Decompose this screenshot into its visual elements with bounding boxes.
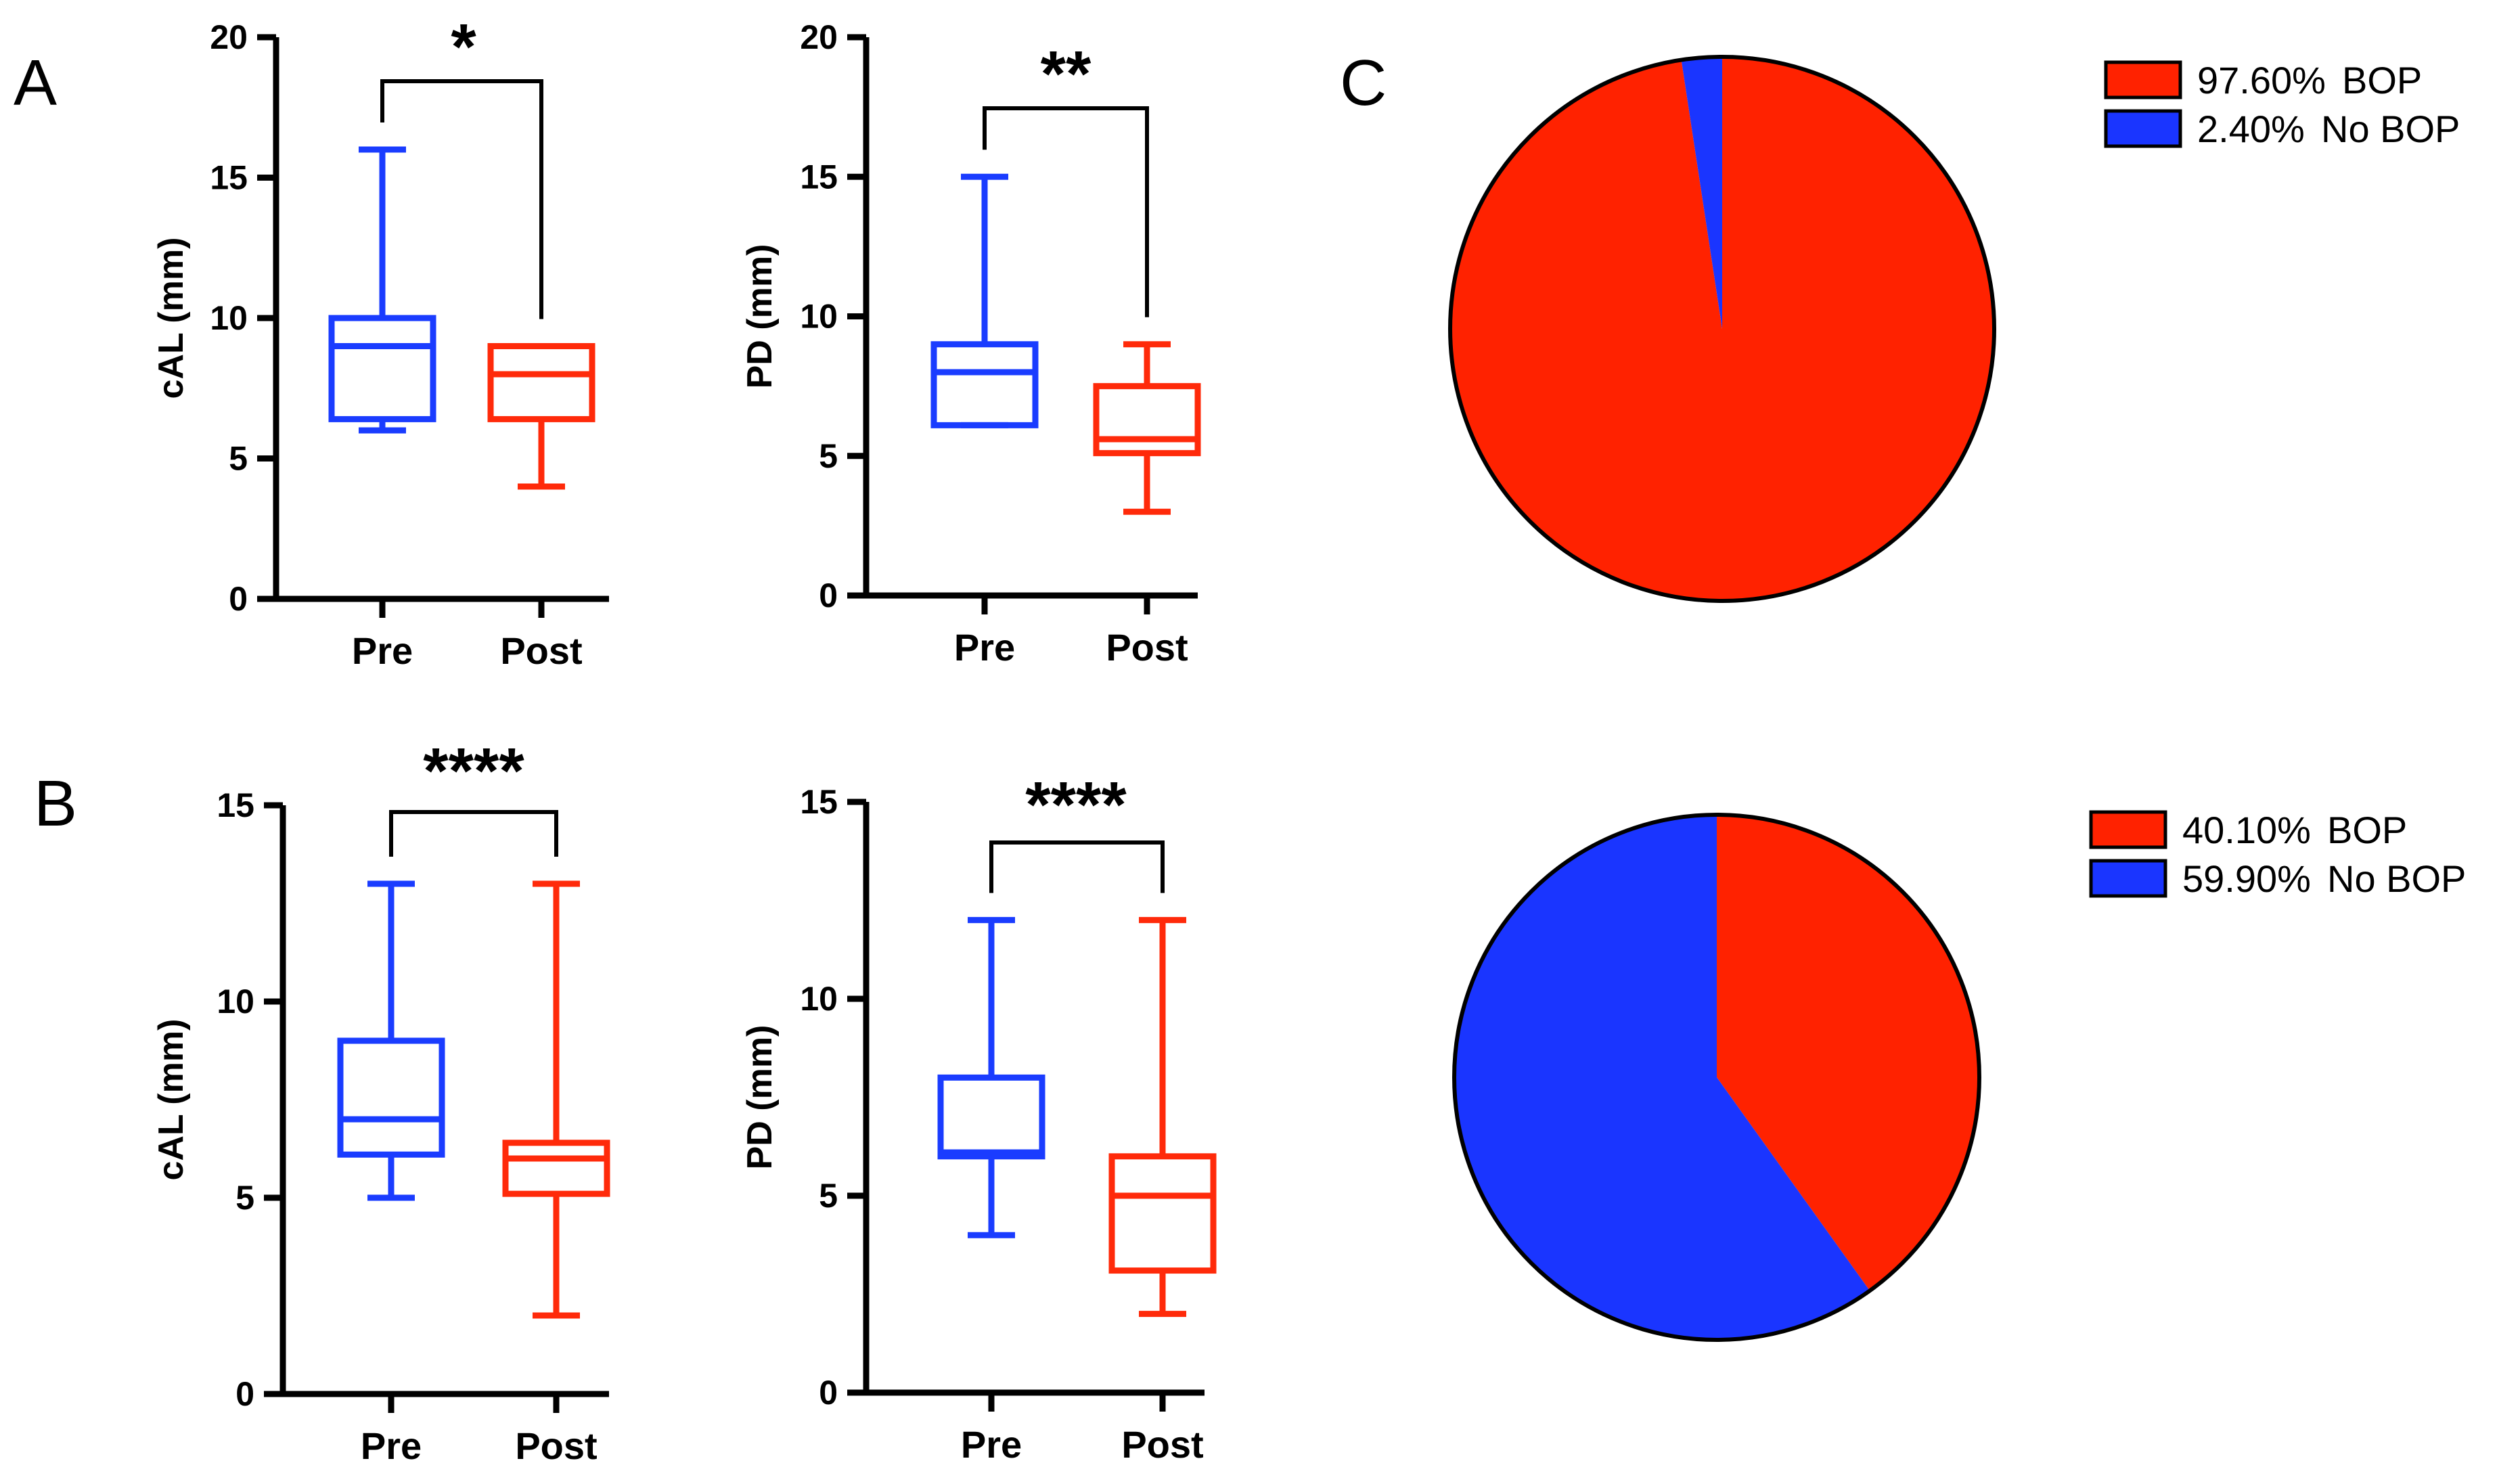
pie-slice-no-bop bbox=[1454, 814, 1870, 1340]
y-tick-label: 20 bbox=[800, 18, 838, 56]
box-iqr bbox=[930, 341, 1039, 428]
y-tick-label: 10 bbox=[217, 983, 254, 1020]
box-iqr bbox=[1108, 1153, 1217, 1274]
y-axis-label: PD (mm) bbox=[740, 1025, 780, 1170]
y-tick-label: 5 bbox=[819, 1177, 838, 1215]
panel-label-c: C bbox=[1340, 47, 1387, 119]
y-tick-label: 15 bbox=[800, 783, 838, 821]
x-tick-label: Pre bbox=[954, 626, 1015, 669]
x-tick-label: Pre bbox=[361, 1424, 422, 1467]
y-axis-label: PD (mm) bbox=[740, 244, 780, 389]
box-iqr bbox=[487, 343, 595, 422]
y-tick-label: 15 bbox=[800, 158, 838, 196]
y-axis-label: cAL (mm) bbox=[152, 238, 191, 399]
pie-slice-bop bbox=[1717, 815, 1979, 1291]
box-plot-b-cal: 0 5 10 15 cAL (mm) Pre Post **** bbox=[152, 735, 610, 1467]
legend-swatch bbox=[2104, 60, 2182, 99]
y-tick-label: 0 bbox=[235, 1375, 254, 1413]
y-tick-label: 10 bbox=[800, 980, 838, 1018]
y-tick-label: 5 bbox=[819, 437, 838, 475]
significance-bracket bbox=[989, 840, 1165, 893]
y-tick-label: 0 bbox=[819, 577, 838, 614]
pie-outline bbox=[1452, 813, 1981, 1342]
y-tick-label: 20 bbox=[210, 18, 248, 56]
box-iqr bbox=[937, 1074, 1045, 1160]
legend-swatch bbox=[2089, 859, 2167, 898]
significance-label: **** bbox=[1025, 769, 1127, 841]
box-iqr bbox=[337, 1037, 445, 1158]
legend-percent: 59.90% bbox=[2182, 857, 2311, 900]
significance-label: ** bbox=[1041, 38, 1092, 110]
y-tick-label: 5 bbox=[229, 440, 248, 478]
legend-swatch bbox=[2104, 109, 2182, 148]
x-tick-label: Post bbox=[500, 629, 582, 672]
legend-percent: 2.40% bbox=[2197, 108, 2305, 150]
pie-chart-bottom: 40.10% BOP 59.90% No BOP bbox=[1452, 809, 2466, 1342]
pie-outline bbox=[1448, 55, 1996, 603]
y-axis-label: cAL (mm) bbox=[152, 1019, 191, 1181]
legend-swatch bbox=[2089, 810, 2167, 849]
panel-label-b: B bbox=[34, 767, 77, 840]
legend-label: BOP bbox=[2342, 59, 2422, 102]
panel-label-a: A bbox=[14, 47, 57, 119]
y-tick-label: 0 bbox=[819, 1374, 838, 1412]
significance-bracket bbox=[983, 106, 1149, 317]
y-tick-label: 10 bbox=[210, 299, 248, 337]
significance-bracket bbox=[389, 810, 558, 857]
pie-slice-no-bop bbox=[1681, 57, 1722, 329]
legend-label: No BOP bbox=[2321, 108, 2460, 150]
pie-slice-bop bbox=[1450, 57, 1994, 602]
legend-label: BOP bbox=[2327, 809, 2407, 851]
box-iqr bbox=[1093, 383, 1201, 457]
y-tick-label: 5 bbox=[235, 1179, 254, 1217]
legend-percent: 40.10% bbox=[2182, 809, 2311, 851]
x-tick-label: Post bbox=[1106, 626, 1188, 669]
x-tick-label: Pre bbox=[352, 629, 413, 672]
significance-label: **** bbox=[423, 735, 524, 807]
y-tick-label: 15 bbox=[210, 159, 248, 197]
box-plot-a-cal: 0 5 10 15 20 cAL (mm) Pre Post * bbox=[152, 11, 609, 672]
box-iqr bbox=[502, 1140, 610, 1197]
x-tick-label: Pre bbox=[961, 1423, 1022, 1466]
y-tick-label: 0 bbox=[229, 580, 248, 618]
legend-percent: 97.60% bbox=[2197, 59, 2326, 102]
significance-bracket bbox=[380, 79, 543, 319]
x-tick-label: Post bbox=[1121, 1423, 1203, 1466]
legend-label: No BOP bbox=[2327, 857, 2466, 900]
significance-label: * bbox=[451, 11, 476, 83]
box-iqr bbox=[328, 315, 436, 422]
box-plot-a-pd: 0 5 10 15 20 PD (mm) Pre Post ** bbox=[740, 18, 1201, 669]
box-plot-b-pd: 0 5 10 15 PD (mm) Pre Post **** bbox=[740, 769, 1217, 1466]
x-tick-label: Post bbox=[515, 1424, 597, 1467]
pie-chart-top: 97.60% BOP 2.40% No BOP bbox=[1448, 55, 2460, 603]
y-tick-label: 10 bbox=[800, 298, 838, 336]
y-tick-label: 15 bbox=[217, 786, 254, 824]
